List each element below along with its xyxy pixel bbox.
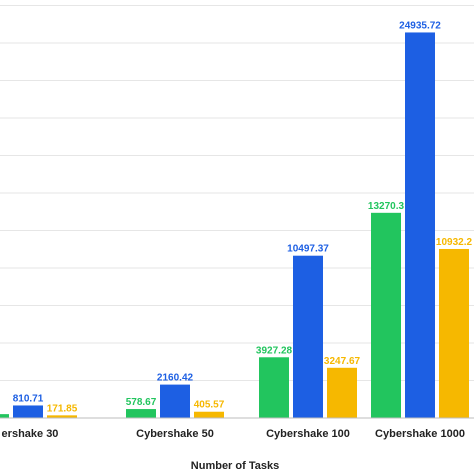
bar [47,415,77,418]
bar [439,248,469,418]
data-label: 24935.72 [399,20,441,31]
data-label: 405.57 [194,400,225,411]
x-tick-label: ershake 30 [2,428,59,440]
x-tick-labels: ershake 30 Cybershake 50 Cybershake 100 Cyb… [2,428,465,440]
x-axis-title: Number of Tasks [191,460,279,472]
gridlines [0,5,474,381]
bar [293,255,323,418]
data-label: 2160.42 [157,373,194,384]
data-label: 810.71 [13,393,44,404]
data-labels: 89810.71171.85578.672160.42405.573927.28… [13,20,473,414]
bar [0,414,9,418]
data-label: 10932.2 [436,237,473,248]
bar [405,32,435,418]
bar [259,357,289,418]
x-tick-label: Cybershake 50 [136,428,214,440]
bar [160,384,190,418]
data-label: 13270.3 [368,201,405,212]
bar [327,367,357,418]
data-label: 171.85 [47,403,78,414]
bar [194,411,224,418]
x-tick-label: Cybershake 100 [266,428,350,440]
data-label: 578.67 [126,397,157,408]
bars [0,32,469,418]
bar [126,409,156,418]
bar [371,212,401,418]
data-label: 3927.28 [256,345,293,356]
bar [13,405,43,418]
x-tick-label: Cybershake 1000 [375,428,465,440]
data-label: 3247.67 [324,356,361,367]
data-label: 10497.37 [287,244,329,255]
